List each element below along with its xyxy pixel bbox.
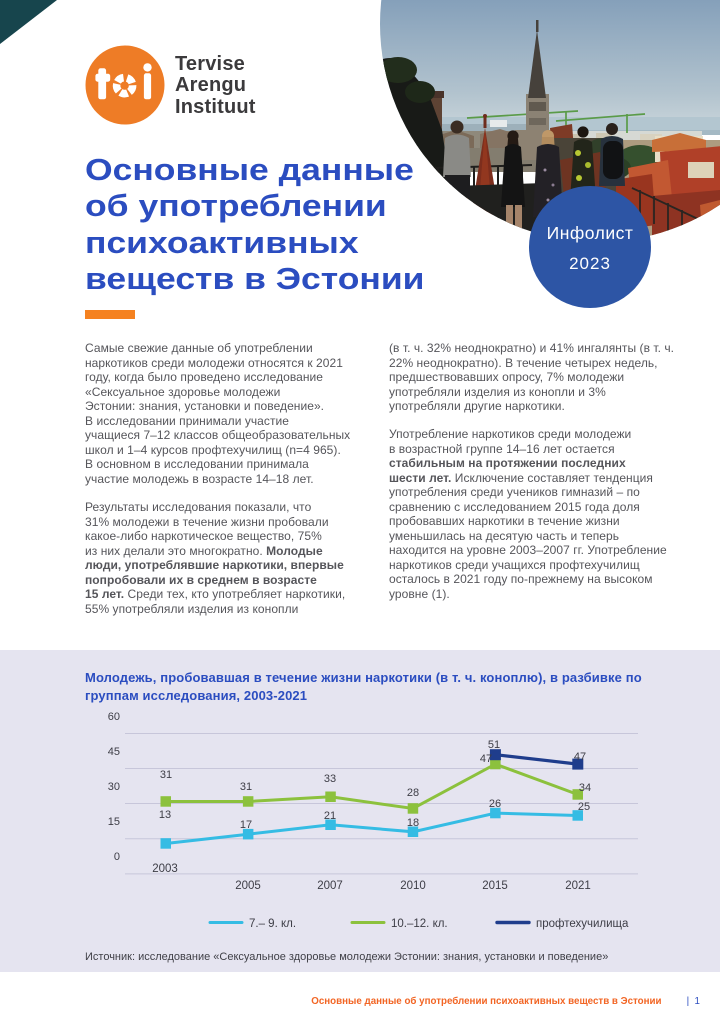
svg-text:60: 60 [108,711,120,723]
svg-text:31: 31 [160,769,172,781]
svg-text:2015: 2015 [482,880,508,892]
svg-text:2007: 2007 [317,880,343,892]
svg-text:30: 30 [108,781,120,793]
svg-text:2005: 2005 [235,880,261,892]
svg-text:13: 13 [159,809,171,821]
svg-text:33: 33 [324,773,336,785]
svg-text:26: 26 [489,798,501,810]
svg-text:34: 34 [579,782,591,794]
svg-text:7.– 9. кл.: 7.– 9. кл. [249,918,296,930]
svg-text:17: 17 [240,819,252,831]
svg-text:2010: 2010 [400,880,426,892]
svg-text:2021: 2021 [565,880,591,892]
svg-text:28: 28 [407,787,419,799]
svg-text:45: 45 [108,746,120,758]
svg-text:18: 18 [407,817,419,829]
svg-text:25: 25 [578,801,590,813]
svg-text:21: 21 [324,810,336,822]
svg-text:47: 47 [480,753,492,765]
svg-text:0: 0 [114,851,120,863]
svg-text:15: 15 [108,816,120,828]
svg-text:профтехучилища: профтехучилища [536,918,629,930]
svg-text:31: 31 [240,781,252,793]
svg-text:47: 47 [574,751,586,763]
svg-text:51: 51 [488,739,500,751]
svg-text:10.–12. кл.: 10.–12. кл. [391,918,448,930]
svg-text:2003: 2003 [152,863,178,875]
